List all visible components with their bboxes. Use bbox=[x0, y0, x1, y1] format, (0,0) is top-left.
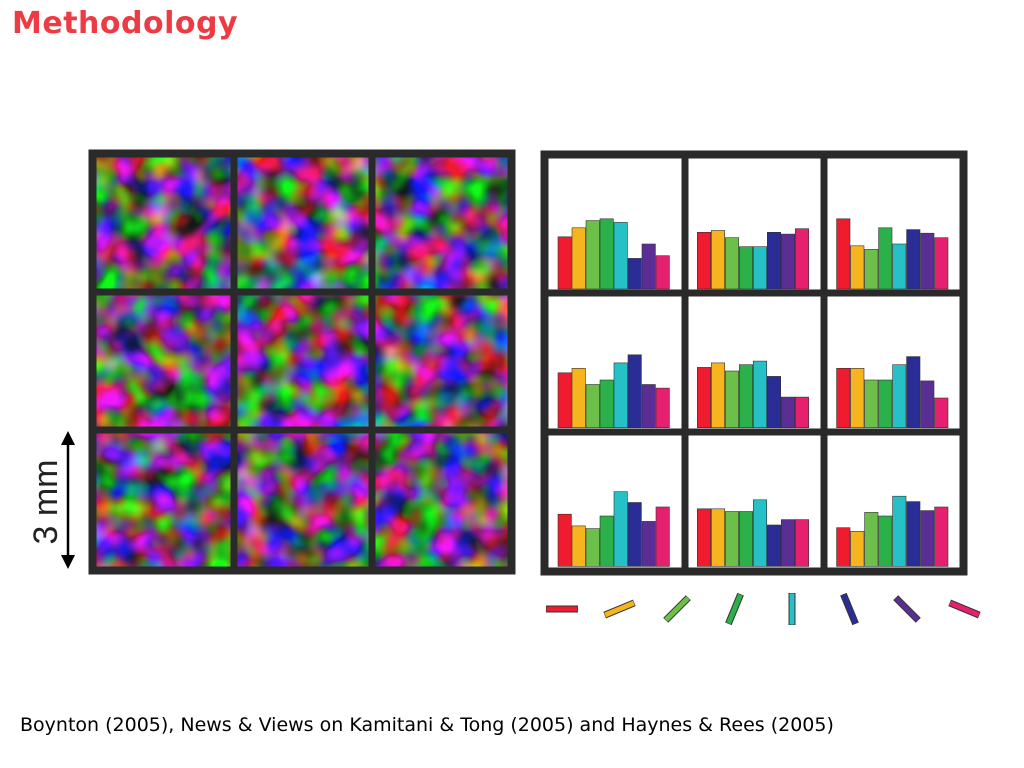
orientation-key-bar bbox=[894, 596, 920, 622]
response-bar bbox=[585, 384, 600, 429]
response-bar bbox=[752, 360, 767, 429]
response-bar bbox=[780, 519, 795, 567]
response-bar bbox=[585, 220, 600, 290]
response-bar bbox=[850, 530, 865, 567]
response-bar bbox=[850, 367, 865, 428]
response-bar bbox=[850, 245, 865, 290]
response-bar bbox=[920, 510, 935, 567]
response-bar bbox=[766, 232, 781, 290]
response-bar bbox=[627, 354, 642, 428]
response-bar bbox=[766, 376, 781, 428]
response-bar bbox=[878, 227, 893, 290]
response-bar bbox=[780, 233, 795, 290]
response-bar bbox=[864, 512, 879, 567]
response-bar bbox=[920, 232, 935, 290]
response-bar bbox=[710, 362, 725, 428]
response-bar bbox=[836, 218, 851, 290]
orientation-map bbox=[88, 149, 516, 575]
response-bar bbox=[906, 501, 921, 567]
response-bar bbox=[780, 396, 795, 429]
voxel-response-grid bbox=[540, 150, 968, 576]
orientation-key-bar bbox=[726, 593, 743, 625]
response-bar bbox=[738, 246, 753, 290]
response-bar bbox=[585, 528, 600, 567]
response-bar bbox=[627, 502, 642, 567]
voxel-grid-lines bbox=[540, 150, 968, 576]
scale-bar: 3 mm bbox=[27, 431, 75, 569]
orientation-key-bar bbox=[949, 600, 980, 618]
scale-bar-label: 3 mm bbox=[27, 460, 65, 545]
response-bar bbox=[710, 508, 725, 567]
response-bar bbox=[571, 367, 586, 428]
response-bar bbox=[878, 379, 893, 429]
response-bar bbox=[655, 506, 670, 567]
response-bar bbox=[864, 379, 879, 429]
response-bar bbox=[892, 364, 907, 429]
orientation-key-bar bbox=[604, 600, 635, 618]
response-bar bbox=[557, 236, 572, 290]
response-bar bbox=[752, 246, 767, 290]
figure: 3 mm bbox=[27, 149, 981, 626]
response-bar bbox=[864, 249, 879, 290]
response-bar bbox=[724, 237, 739, 290]
response-bar bbox=[696, 508, 711, 567]
response-bar bbox=[641, 521, 656, 567]
response-bar bbox=[892, 495, 907, 567]
orientation-key-bar bbox=[841, 593, 858, 625]
response-bar bbox=[557, 372, 572, 428]
response-bar bbox=[724, 511, 739, 567]
response-bar bbox=[934, 397, 949, 429]
arrow-down-icon bbox=[61, 555, 75, 569]
response-bar bbox=[934, 506, 949, 567]
response-bar bbox=[738, 511, 753, 567]
orientation-key bbox=[546, 592, 981, 626]
response-bar bbox=[766, 524, 781, 567]
response-bar bbox=[906, 356, 921, 429]
response-bar bbox=[571, 525, 586, 567]
response-bar bbox=[696, 232, 711, 290]
response-bar bbox=[641, 243, 656, 290]
arrow-up-icon bbox=[61, 431, 75, 445]
response-bar bbox=[906, 229, 921, 290]
response-bar bbox=[920, 380, 935, 428]
response-bar bbox=[641, 384, 656, 429]
response-bar bbox=[836, 367, 851, 428]
response-bar bbox=[557, 513, 572, 567]
response-bar bbox=[738, 364, 753, 429]
response-bar bbox=[613, 362, 628, 428]
response-bar bbox=[655, 255, 670, 290]
citation: Boynton (2005), News & Views on Kamitani… bbox=[20, 714, 834, 736]
map-grid bbox=[88, 149, 516, 575]
response-bar bbox=[571, 227, 586, 290]
response-bar bbox=[613, 222, 628, 290]
response-bar bbox=[599, 218, 614, 290]
response-bar bbox=[794, 519, 809, 567]
response-bar bbox=[836, 527, 851, 567]
response-bar bbox=[892, 243, 907, 290]
response-bar bbox=[710, 230, 725, 290]
response-bar bbox=[934, 237, 949, 290]
orientation-key-bar bbox=[664, 596, 690, 622]
response-bar bbox=[655, 387, 670, 429]
response-bar bbox=[794, 228, 809, 290]
response-bar bbox=[724, 370, 739, 429]
slide-title: Methodology bbox=[12, 6, 239, 41]
response-bar bbox=[627, 258, 642, 290]
response-bar bbox=[599, 379, 614, 429]
response-bar bbox=[696, 367, 711, 428]
response-bar bbox=[794, 396, 809, 429]
response-bar bbox=[613, 491, 628, 567]
response-bar bbox=[752, 499, 767, 567]
response-bar bbox=[878, 515, 893, 567]
response-bar bbox=[599, 515, 614, 567]
